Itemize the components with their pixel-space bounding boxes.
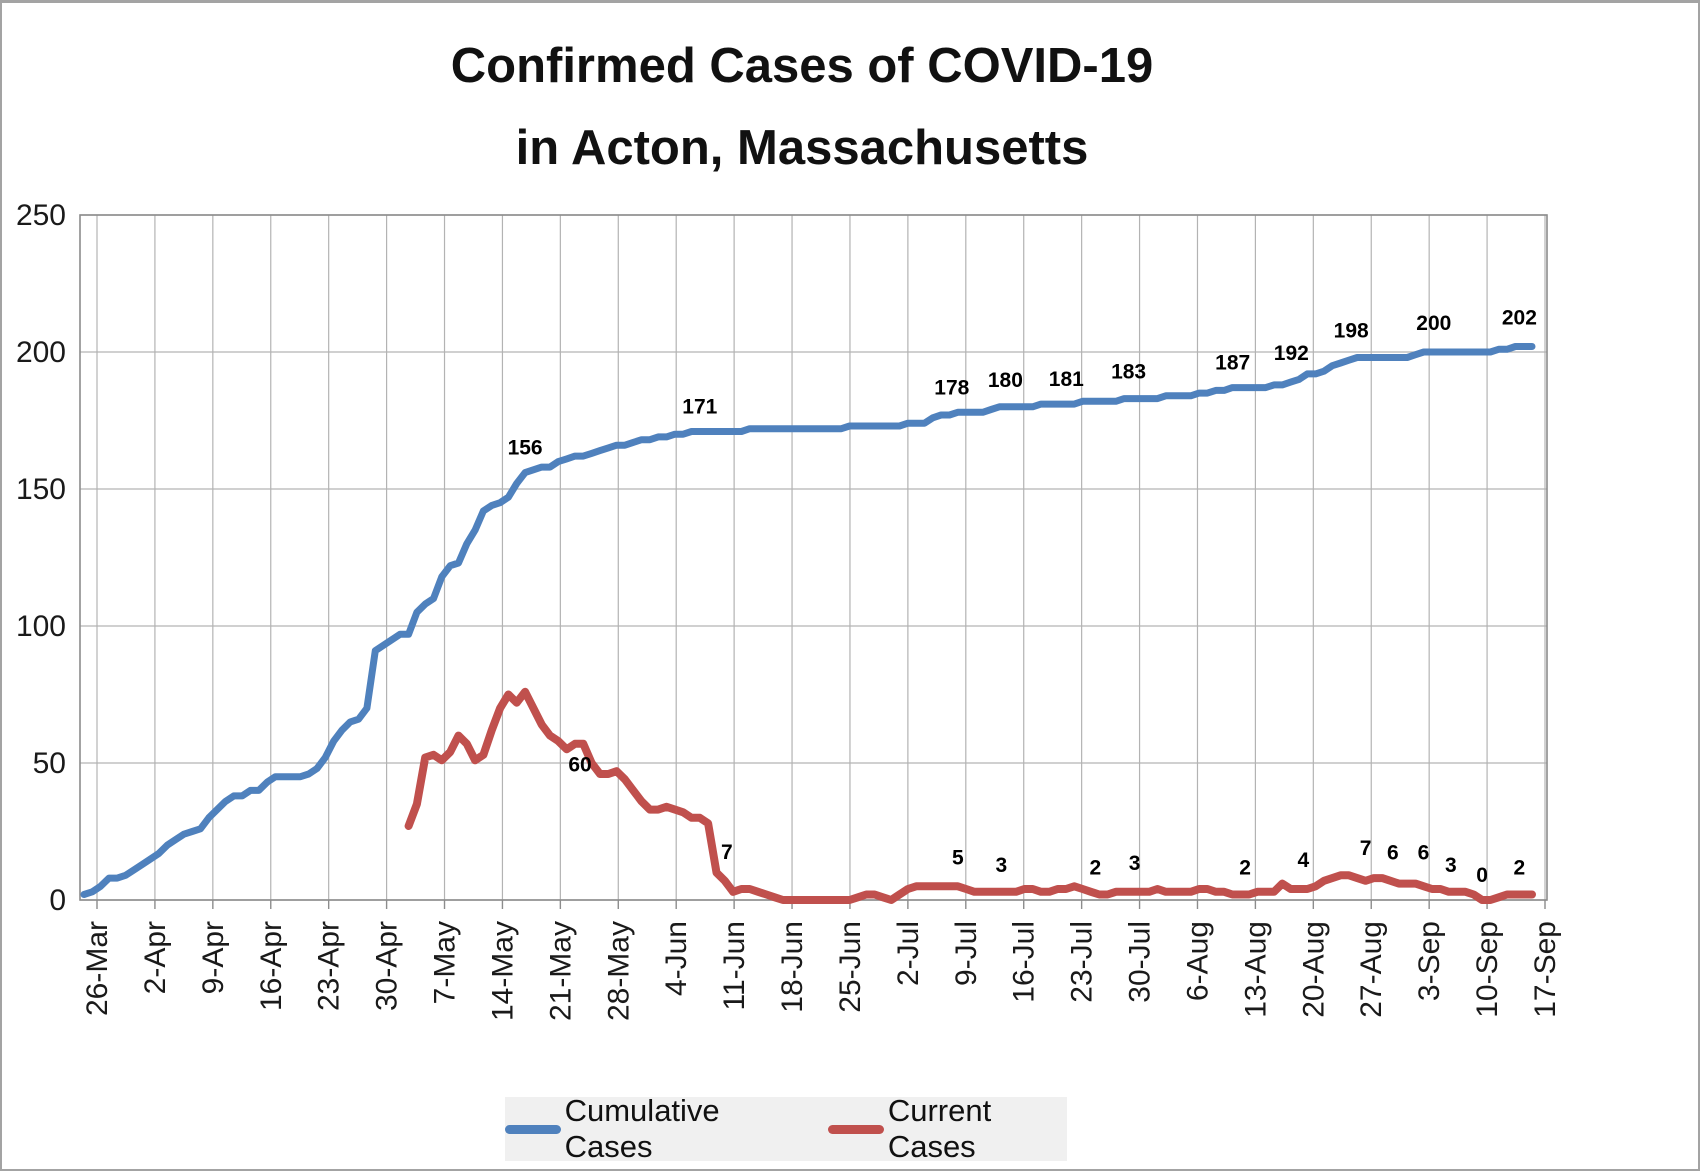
current-data-label: 6 — [1387, 842, 1399, 865]
x-axis-label: 9-Jul — [950, 921, 983, 986]
y-axis-label: 200 — [16, 336, 66, 369]
current-data-label: 0 — [1476, 864, 1488, 887]
x-axis-label: 21-May — [544, 921, 577, 1021]
chart-title-line-2: in Acton, Massachusetts — [515, 121, 1089, 176]
x-axis-label: 23-Jul — [1066, 921, 1099, 1003]
current-data-label: 60 — [568, 754, 591, 777]
x-axis-label: 9-Apr — [197, 921, 230, 994]
cumulative-data-label: 171 — [682, 396, 717, 419]
cumulative-data-label: 183 — [1111, 361, 1146, 384]
x-axis-label: 25-Jun — [834, 921, 867, 1013]
current-data-label: 6 — [1418, 842, 1430, 865]
x-axis-label: 7-May — [429, 921, 462, 1004]
current-data-label: 3 — [1129, 852, 1141, 875]
x-tick-marks — [96, 900, 1546, 909]
chart-legend: Cumulative Cases Current Cases — [505, 1093, 1067, 1164]
x-axis-label: 3-Sep — [1413, 921, 1446, 1001]
current-cases-line — [404, 687, 1536, 904]
x-axis-label: 28-May — [602, 921, 635, 1021]
chart-title: Confirmed Cases of COVID-19 in Acton, Ma… — [2, 25, 1602, 190]
legend-label-current: Current Cases — [887, 1093, 992, 1164]
x-axis-label: 18-Jun — [776, 921, 809, 1013]
current-data-label: 7 — [1360, 837, 1372, 860]
current-data-label: 7 — [721, 841, 733, 864]
cumulative-line-swatch-icon — [505, 1124, 561, 1134]
y-axis-label: 250 — [16, 199, 66, 232]
x-axis-label: 2-Apr — [139, 921, 172, 994]
legend-item-cumulative: Cumulative Cases — [505, 1093, 790, 1165]
legend-item-current: Current Cases — [828, 1093, 1067, 1165]
current-data-label: 2 — [1089, 857, 1101, 880]
y-axis-label: 150 — [16, 473, 66, 506]
current-data-label: 2 — [1514, 857, 1526, 880]
cumulative-data-label: 198 — [1334, 320, 1369, 343]
x-axis-label: 23-Apr — [313, 921, 346, 1011]
cumulative-data-label: 187 — [1215, 352, 1250, 375]
cumulative-data-label: 202 — [1502, 307, 1537, 330]
x-axis-labels: 26-Mar 2-Apr 9-Apr 16-Apr 23-Apr 30-Apr 7-May 1… — [81, 921, 1562, 1021]
plot-border — [79, 214, 1548, 901]
x-axis-label: 16-Apr — [255, 921, 288, 1011]
current-data-label: 4 — [1297, 849, 1309, 872]
x-axis-label: 14-May — [486, 921, 519, 1021]
x-axis-label: 11-Jun — [718, 921, 751, 1011]
x-axis-label: 10-Sep — [1471, 921, 1504, 1018]
cumulative-data-label: 180 — [988, 369, 1023, 392]
current-data-label: 5 — [952, 846, 964, 869]
x-axis-label: 13-Aug — [1239, 921, 1272, 1018]
x-axis-label: 2-Jul — [892, 921, 925, 986]
x-axis-label: 30-Apr — [371, 921, 404, 1011]
cumulative-data-label: 181 — [1049, 368, 1084, 391]
y-axis-label: 0 — [49, 884, 66, 917]
legend-label-cumulative: Cumulative Cases — [564, 1093, 720, 1164]
y-axis-label: 100 — [16, 610, 66, 643]
x-axis-label: 4-Jun — [660, 921, 693, 996]
cumulative-data-label: 200 — [1416, 312, 1451, 335]
chart-title-line-1: Confirmed Cases of COVID-19 — [450, 39, 1154, 93]
current-line-swatch-icon — [828, 1124, 884, 1134]
current-data-label: 2 — [1239, 857, 1251, 880]
x-axis-label: 27-Aug — [1355, 921, 1388, 1018]
cumulative-cases-line — [80, 343, 1536, 898]
y-axis-labels: 0 50 100 150 200 250 — [16, 199, 66, 917]
x-axis-label: 30-Jul — [1124, 921, 1157, 1003]
x-axis-label: 17-Sep — [1529, 921, 1562, 1018]
x-axis-label: 20-Aug — [1297, 921, 1330, 1018]
cumulative-data-label: 178 — [934, 376, 969, 399]
x-axis-label: 26-Mar — [81, 921, 114, 1016]
cumulative-data-label: 156 — [508, 437, 543, 460]
current-data-label: 3 — [1445, 854, 1457, 877]
x-axis-label: 6-Aug — [1181, 921, 1214, 1001]
current-data-label: 3 — [996, 854, 1008, 877]
gridlines — [80, 214, 1547, 901]
y-axis-label: 50 — [33, 747, 66, 780]
cumulative-data-label: 192 — [1274, 342, 1309, 365]
x-axis-label: 16-Jul — [1008, 921, 1041, 1003]
